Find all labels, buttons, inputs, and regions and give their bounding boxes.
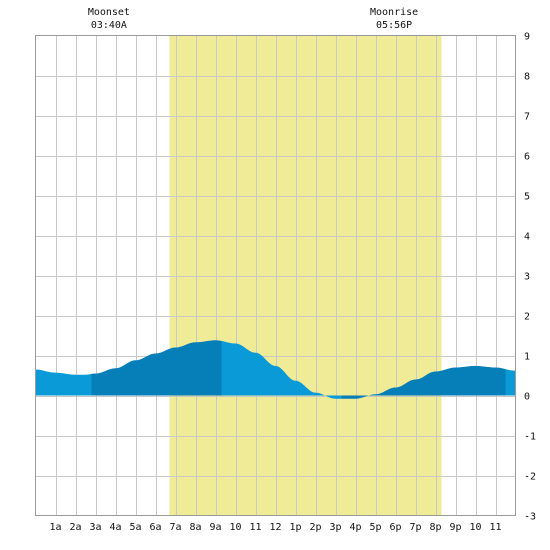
x-tick-label: 11 [489,522,501,533]
tide-area-light-band [35,369,92,396]
x-tick-label: 4p [349,522,361,533]
y-tick-label: 5 [524,192,530,203]
x-tick-label: 5p [369,522,381,533]
moonrise-label: Moonrise [370,7,418,18]
y-tick-label: -3 [524,512,536,523]
x-tick-label: 6p [389,522,401,533]
y-tick-labels: 9 8 7 6 5 4 3 2 1 0 -1 -2 -3 [524,32,536,523]
x-tick-label: 3p [329,522,341,533]
daylight-band-layer [169,35,442,516]
x-tick-label: 12 [269,522,281,533]
x-tick-label: 2p [309,522,321,533]
x-tick-label: 6a [149,522,161,533]
y-tick-label: 4 [524,232,530,243]
y-tick-label: 0 [524,392,530,403]
y-tick-label: 3 [524,272,530,283]
x-tick-label: 11 [249,522,261,533]
tide-area-dark-band [341,365,506,399]
x-tick-label: 9p [449,522,461,533]
y-tick-label: 2 [524,312,530,323]
x-tick-labels: 1a 2a 3a 4a 5a 6a 7a 8a 9a 10 11 12 1p 2p 3p 4p 5p 6p 7p 8p… [49,522,501,533]
plot-frame-layer [35,35,516,516]
plot-frame [35,35,516,516]
tide-area-light-band [221,340,342,399]
x-tick-label: 9a [209,522,221,533]
tide-area-light-band [505,369,516,396]
x-tick-label: 7a [169,522,181,533]
moon-labels: Moonset 03:40A Moonrise 05:56P [88,7,418,31]
y-tick-label: 6 [524,152,530,163]
tide-area-layer [35,340,516,399]
x-tick-label: 3a [89,522,101,533]
x-tick-label: 10 [469,522,481,533]
grid-layer [35,35,516,516]
y-tick-label: 9 [524,32,530,43]
x-tick-label: 1a [49,522,61,533]
moonset-time: 03:40A [91,20,127,31]
x-tick-label: 8a [189,522,201,533]
moonrise-time: 05:56P [376,20,412,31]
x-tick-label: 2a [69,522,81,533]
moonset-label: Moonset [88,7,130,18]
y-tick-label: 8 [524,72,530,83]
x-tick-label: 4a [109,522,121,533]
x-tick-label: 7p [409,522,421,533]
x-tick-label: 10 [229,522,241,533]
x-tick-label: 5a [129,522,141,533]
daylight-band [169,35,442,516]
y-tick-label: -2 [524,472,536,483]
y-tick-label: 1 [524,352,530,363]
x-tick-label: 1p [289,522,301,533]
y-tick-label: -1 [524,432,536,443]
tide-area-dark-band [91,340,222,396]
x-tick-label: 8p [429,522,441,533]
y-tick-label: 7 [524,112,530,123]
